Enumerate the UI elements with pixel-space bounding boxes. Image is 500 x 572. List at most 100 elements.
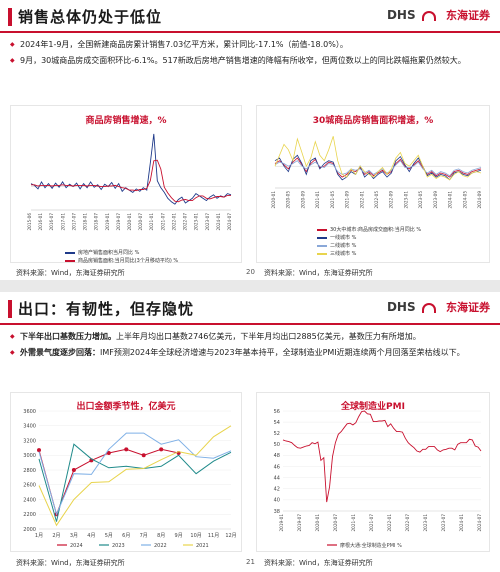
- bullet-item: 外需景气度逐步回落：IMF预测2024年全球经济增速与2023年基本持平，全球制…: [10, 346, 488, 360]
- x-tick-label: 2024-01: [448, 191, 453, 209]
- chart-panel-export: 出口金额季节性，亿美元 2000 2200 2400 2600 2800 3000 3200…: [10, 392, 242, 552]
- y-tick-label: 3600: [23, 409, 36, 415]
- x-tick-label: 2021-01: [149, 213, 154, 231]
- chart-legend: 房地产销售面积当月同比 % 商品房销售面积:当月同比(3个月移动平均) %: [65, 249, 178, 265]
- slide-2: 出口：有韧性，但存隐忧 DHS 东海证券 下半年出口基数压力增加。上半年月均出口…: [0, 292, 500, 572]
- series-line: [274, 154, 482, 181]
- legend-swatch: [317, 252, 327, 255]
- x-tick-label: 2023-07: [441, 514, 446, 532]
- x-tick-label: 2022-01: [171, 213, 176, 231]
- legend-label: 2021: [196, 543, 209, 549]
- y-tick-label: 48: [274, 453, 280, 459]
- x-tick-label: 2023-01: [423, 514, 428, 532]
- y-tick-label: 46: [274, 464, 280, 470]
- chart-title: 30城商品房销售面积增速，%: [312, 116, 434, 126]
- legend-entry: 房地产销售面积当月同比 %: [65, 249, 178, 257]
- x-tick-label: 8月: [157, 533, 165, 539]
- x-tick-label: 2024-01: [216, 213, 221, 231]
- x-tick-label: 2015-06: [27, 213, 32, 231]
- x-tick-label: 2019-07: [116, 213, 121, 231]
- x-tick-label: 2月: [52, 533, 60, 539]
- x-tick-label: 10月: [190, 533, 201, 539]
- logo-latin: DHS: [386, 8, 416, 22]
- legend-label: 二线城市 %: [330, 243, 357, 249]
- x-tick-label: 12月: [225, 533, 236, 539]
- title-accent-bar: [8, 300, 12, 318]
- logo-cn: 东海证券: [446, 9, 490, 22]
- y-tick-label: 38: [274, 509, 280, 515]
- slide-1: 销售总体仍处于低位 DHS 东海证券 2024年1-9月，全国新建商品房累计销售…: [0, 0, 500, 280]
- y-tick-label: 50: [274, 442, 280, 448]
- bullet-text: 上半年月均出口基数2746亿美元，下半年月均出口2885亿美元，基数压力有所增加…: [116, 332, 421, 341]
- legend-label: 一线城市 %: [330, 235, 357, 241]
- chart-title: 出口金额季节性，亿美元: [76, 402, 176, 412]
- source-note: 资料来源：Wind，东海证券研究所: [264, 559, 373, 567]
- data-point: [106, 451, 111, 456]
- y-tick-label: 3200: [23, 438, 36, 444]
- source-note: 资料来源：Wind，东海证券研究所: [16, 269, 125, 277]
- data-point: [159, 447, 164, 452]
- x-tick-label: 6月: [122, 533, 130, 539]
- bullet-item: 2024年1-9月，全国新建商品房累计销售7.03亿平方米，累计同比-17.1%…: [10, 38, 488, 52]
- series-line: [38, 443, 232, 522]
- legend-label: 2024: [70, 543, 83, 549]
- bullet-list: 下半年出口基数压力增加。上半年月均出口基数2746亿美元，下半年月均出口2885…: [10, 330, 488, 362]
- header-divider: [0, 323, 500, 325]
- title-accent-bar: [8, 8, 12, 26]
- series-line: [38, 425, 232, 527]
- slide-header: 出口：有韧性，但存隐忧 DHS 东海证券: [0, 292, 500, 322]
- x-tick-label: 2018-07: [94, 213, 99, 231]
- logo-mark-icon: [421, 302, 436, 313]
- x-tick-label: 2023-07: [205, 213, 210, 231]
- x-tick-label: 2022-07: [183, 213, 188, 231]
- legend-swatch: [65, 259, 75, 262]
- legend-entry: 二线城市 %: [317, 242, 421, 250]
- bullet-item: 9月，30城商品房成交面积环比-6.1%。517新政后房地产销售增速的降幅有所收…: [10, 54, 488, 68]
- logo-latin: DHS: [386, 300, 416, 314]
- x-tick-label: 2024-07: [227, 213, 232, 231]
- x-tick-label: 2021-09: [345, 191, 350, 209]
- legend-entry: 一线城市 %: [317, 234, 421, 242]
- x-tick-label: 2020-01: [315, 514, 320, 532]
- legend-swatch: [317, 244, 327, 247]
- x-tick-label: 2018-01: [83, 213, 88, 231]
- page-number: 20: [246, 268, 255, 276]
- y-tick-label: 2200: [23, 512, 36, 518]
- chart-panel-pmi: 全球制造业PMI 38 40 42 44 46 48 50 52 54 56 2019-01 2019…: [256, 392, 490, 552]
- x-tick-label: 2019-07: [297, 514, 302, 532]
- bullet-item: 下半年出口基数压力增加。上半年月均出口基数2746亿美元，下半年月均出口2885…: [10, 330, 488, 344]
- header-divider: [0, 31, 500, 33]
- chart-global-pmi: 38 40 42 44 46 48 50 52 54 56 2019-01 2019-07 2020-0…: [274, 409, 482, 549]
- x-tick-label: 2022-01: [359, 191, 364, 209]
- chart-panel-sales-growth: 商品房销售增速，% 2015-06 2016-01 2016-07 2017-01 20…: [10, 105, 242, 265]
- x-tick-label: 2022-09: [389, 191, 394, 209]
- x-tick-label: 1月: [35, 533, 43, 539]
- chart-title: 全球制造业PMI: [341, 402, 405, 412]
- x-tick-label: 2022-07: [405, 514, 410, 532]
- bullet-text: IMF预测2024年全球经济增速与2023年基本持平，全球制造业PMI近期连续两…: [100, 348, 465, 357]
- chart-30city: 2020-01 2020-05 2020-09 2021-01 2021-05 2021-…: [271, 136, 482, 209]
- legend-swatch: [317, 228, 327, 231]
- page-title: 销售总体仍处于低位: [18, 8, 163, 26]
- x-tick-label: 7月: [140, 533, 148, 539]
- x-tick-label: 2023-01: [194, 213, 199, 231]
- x-tick-label: 2021-07: [160, 213, 165, 231]
- page-number: 21: [246, 558, 255, 566]
- series-line: [31, 159, 231, 203]
- y-tick-label: 42: [274, 487, 280, 493]
- x-tick-label: 2020-07: [138, 213, 143, 231]
- x-tick-label: 2020-05: [286, 191, 291, 209]
- x-tick-label: 2024-09: [477, 191, 482, 209]
- x-tick-label: 2019-01: [279, 514, 284, 532]
- series-line: [282, 410, 482, 503]
- x-tick-label: 2020-01: [127, 213, 132, 231]
- x-tick-label: 2022-01: [387, 514, 392, 532]
- y-tick-label: 3400: [23, 424, 36, 430]
- legend-label: 2023: [112, 543, 125, 549]
- legend-label: 2022: [154, 543, 167, 549]
- series-line: [30, 133, 232, 205]
- x-tick-label: 2020-01: [271, 191, 276, 209]
- logo-cn: 东海证券: [446, 301, 490, 314]
- x-tick-label: 4月: [87, 533, 95, 539]
- x-tick-label: 2021-01: [315, 191, 320, 209]
